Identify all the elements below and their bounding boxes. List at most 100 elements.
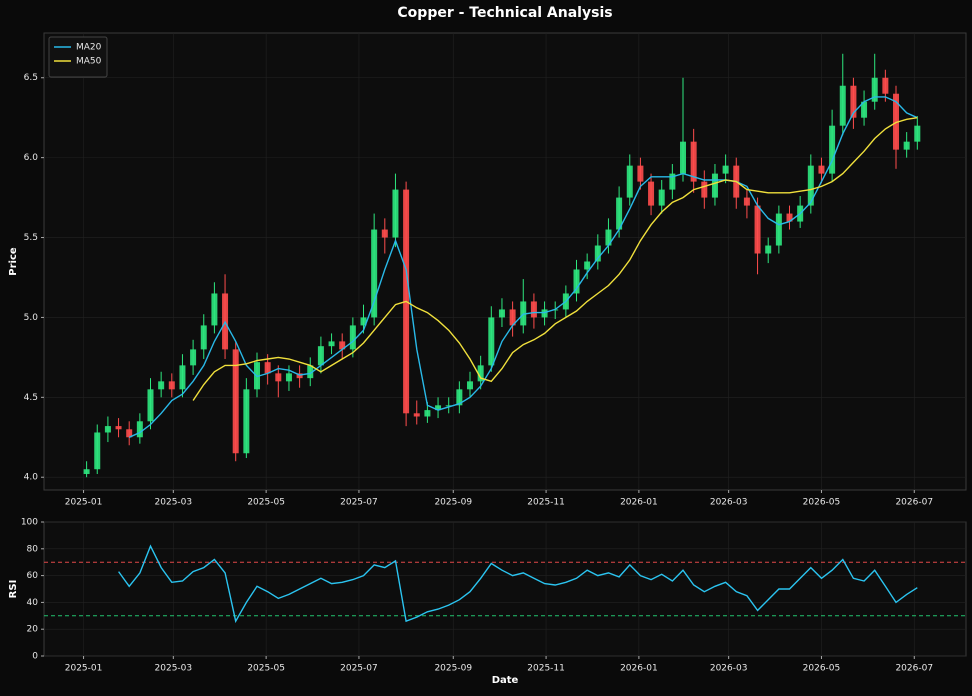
y-tick-label: 20 [27,625,39,635]
x-tick-label: 2026-03 [710,498,748,508]
candle-body [861,101,868,118]
candle-body [541,309,548,318]
x-tick-label: 2026-07 [895,664,933,674]
candle-body [893,93,900,150]
candle-body [722,165,729,174]
x-tick-label: 2026-01 [620,664,658,674]
candle-body [275,373,282,382]
candle-body [115,426,122,430]
candle-body [594,245,601,262]
candle-body [669,173,676,190]
candle-body [520,301,527,326]
candle-body [424,410,431,417]
y-tick-label: 0 [32,652,38,662]
candle-body [786,213,793,222]
candle-body [339,341,346,350]
candle-body [381,229,388,238]
candle-body [360,317,367,326]
candle-body [285,373,292,382]
candle-body [616,197,623,230]
candle-body [328,341,335,347]
x-tick-label: 2025-05 [247,664,285,674]
x-tick-label: 2025-07 [340,664,378,674]
ma-line [128,96,918,438]
candle-body [637,165,644,182]
candle-body [317,346,324,366]
candle-body [94,432,101,470]
y-tick-label: 4.5 [24,393,38,403]
candle-body [498,309,505,318]
y-tick-label: 6.0 [24,153,39,163]
x-tick-label: 2026-03 [710,664,748,674]
legend-label: MA50 [76,57,102,67]
y-tick-label: 5.0 [24,313,39,323]
x-tick-label: 2025-11 [527,664,565,674]
rsi-line [118,544,918,624]
candle-body [648,181,655,206]
candle-body [775,213,782,246]
y-tick-label: 80 [27,544,39,554]
legend-label: MA20 [76,43,102,53]
x-axis-label: Date [492,675,519,686]
candle-body [754,205,761,254]
candle-body [307,365,314,379]
candle-body [839,85,846,126]
y-axis-label: Price [8,247,19,276]
x-tick-label: 2025-01 [65,664,103,674]
candle-body [243,389,250,454]
y-tick-label: 5.5 [24,233,38,243]
candle-body [296,373,303,379]
candle-body [605,229,612,246]
y-tick-label: 100 [21,518,38,528]
candle-body [680,141,687,174]
x-tick-label: 2025-07 [340,498,378,508]
x-tick-label: 2026-05 [803,498,841,508]
candle-body [765,245,772,254]
y-tick-label: 4.0 [24,473,39,483]
x-tick-label: 2025-03 [155,664,193,674]
candle-body [584,261,591,270]
candle-body [818,165,825,174]
x-tick-label: 2026-01 [620,498,658,508]
candle-body [743,197,750,206]
y-tick-label: 60 [27,571,39,581]
candle-body [200,325,207,350]
candle-body [914,125,921,142]
x-tick-label: 2025-01 [65,498,103,508]
x-tick-label: 2026-05 [803,664,841,674]
candle-body [488,317,495,366]
candle-body [573,269,580,294]
x-tick-label: 2025-05 [247,498,285,508]
candle-body [211,293,218,326]
ma-line [192,117,918,401]
x-tick-label: 2025-09 [434,664,472,674]
candle-body [850,85,857,118]
x-tick-label: 2025-09 [434,498,472,508]
candle-body [658,189,665,206]
candle-body [232,349,239,454]
candle-body [168,381,175,390]
plot-area [43,32,967,491]
candle-body [190,349,197,366]
candle-body [435,405,442,411]
candle-body [530,301,537,318]
candle-body [136,421,143,438]
candle-body [179,365,186,390]
candle-body [701,181,708,198]
candle-body [264,362,271,374]
candle-body [158,381,165,390]
candle-body [445,405,452,407]
candle-body [349,325,356,350]
chart-title: Copper - Technical Analysis [397,5,612,21]
candle-body [126,429,133,438]
y-tick-label: 6.5 [24,73,38,83]
candle-body [147,389,154,422]
x-tick-label: 2026-07 [895,498,933,508]
candle-body [626,165,633,198]
y-tick-label: 40 [27,598,39,608]
candle-body [690,141,697,182]
candle-body [807,165,814,206]
candle-body [477,365,484,382]
plot-area [43,521,967,657]
